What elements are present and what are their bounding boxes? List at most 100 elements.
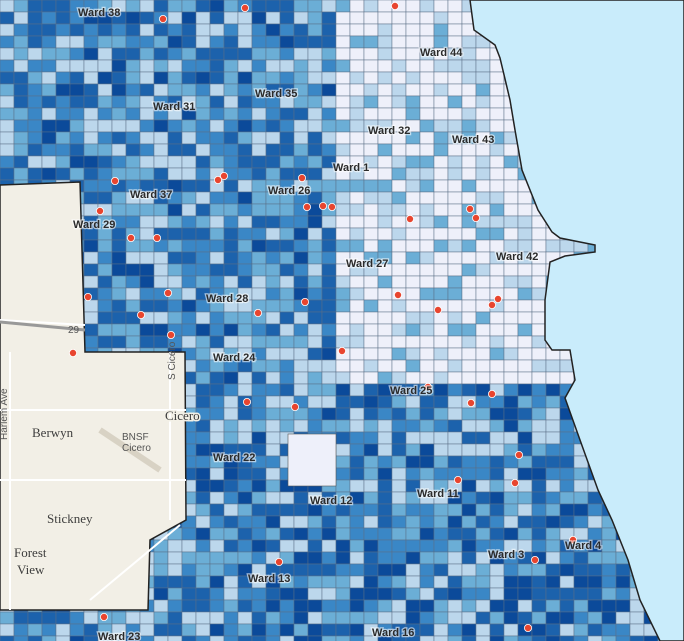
tract (195, 143, 211, 157)
tract (251, 467, 267, 481)
tract (167, 71, 183, 85)
tract (503, 155, 519, 169)
tract (615, 599, 631, 613)
tract (461, 167, 477, 181)
tract (125, 59, 141, 73)
tract (279, 311, 295, 325)
tract (41, 107, 57, 121)
tract (419, 239, 435, 253)
tract (349, 635, 365, 641)
tract (377, 551, 393, 565)
tract (195, 335, 211, 349)
tract (265, 71, 281, 85)
tract (447, 503, 463, 517)
tract (335, 455, 351, 469)
tract (307, 59, 323, 73)
tract (13, 59, 29, 73)
tract (531, 491, 547, 505)
tract (335, 431, 351, 445)
tract (475, 407, 491, 421)
tract (293, 131, 309, 145)
tract (139, 215, 155, 229)
tract (209, 95, 225, 109)
tract (391, 527, 407, 541)
tract (615, 587, 631, 601)
tract (195, 47, 211, 61)
tract (223, 179, 239, 193)
tract (195, 635, 211, 641)
tract (251, 71, 267, 85)
tract (573, 551, 589, 565)
location-dot (158, 14, 167, 23)
tract (475, 323, 491, 337)
tract (307, 599, 323, 613)
tract (69, 35, 85, 49)
tract (531, 479, 547, 493)
tract (195, 311, 211, 325)
tract (293, 227, 309, 241)
tract (223, 47, 239, 61)
tract (223, 623, 239, 637)
tract (237, 407, 253, 421)
tract (223, 467, 239, 481)
tract (461, 335, 477, 349)
tract (83, 35, 99, 49)
tract (195, 371, 211, 385)
tract (447, 239, 463, 253)
tract (461, 251, 477, 265)
tract (391, 491, 407, 505)
tract (265, 407, 281, 421)
tract (111, 335, 127, 349)
tract (363, 323, 379, 337)
tract (447, 59, 463, 73)
tract (363, 407, 379, 421)
tract (475, 503, 491, 517)
tract (307, 611, 323, 625)
tract (363, 47, 379, 61)
tract (195, 323, 211, 337)
tract (125, 263, 141, 277)
tract (503, 395, 519, 409)
tract (307, 143, 323, 157)
tract (195, 155, 211, 169)
tract (0, 635, 15, 641)
tract (391, 371, 407, 385)
tract (405, 47, 421, 61)
tract (237, 227, 253, 241)
tract (349, 239, 365, 253)
ward-label: Ward 4 (565, 540, 602, 552)
tract (237, 155, 253, 169)
tract (195, 479, 211, 493)
tract (489, 107, 505, 121)
tract (237, 35, 253, 49)
location-dot (69, 348, 78, 357)
tract (153, 275, 169, 289)
tract (475, 347, 491, 361)
tract (531, 263, 547, 277)
tract (265, 227, 281, 241)
tract (447, 215, 463, 229)
tract (349, 107, 365, 121)
location-dot (465, 204, 474, 213)
ward-label: Ward 43 (452, 134, 494, 146)
tract (447, 587, 463, 601)
tract (489, 635, 505, 641)
tract (405, 107, 421, 121)
tract (111, 275, 127, 289)
tract (237, 635, 253, 641)
tract (461, 71, 477, 85)
tract (125, 239, 141, 253)
tract (223, 371, 239, 385)
location-dot (253, 308, 262, 317)
tract (83, 107, 99, 121)
tract (405, 551, 421, 565)
tract (559, 467, 575, 481)
tract (433, 0, 449, 13)
location-dot (290, 402, 299, 411)
tract (335, 539, 351, 553)
tract (125, 287, 141, 301)
tract (433, 587, 449, 601)
tract (405, 515, 421, 529)
tract (629, 611, 645, 625)
tract (27, 83, 43, 97)
